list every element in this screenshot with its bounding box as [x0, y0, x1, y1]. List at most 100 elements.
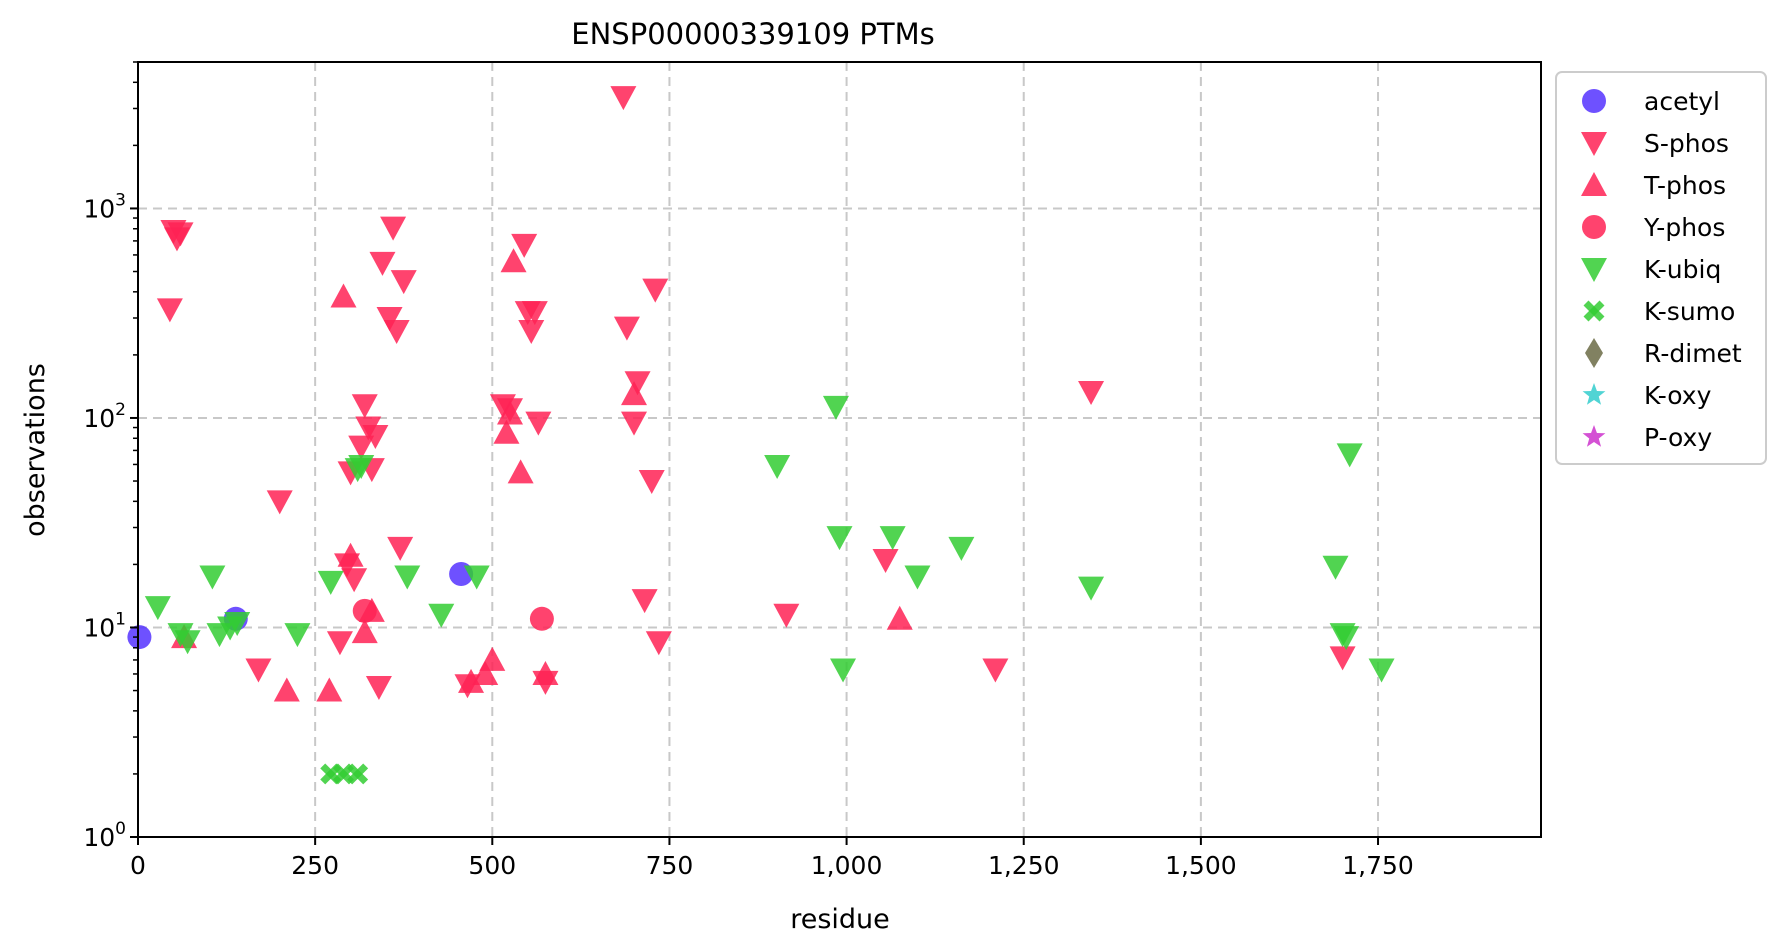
x-axis: 0 250 500 750 1,000 1,250 1,500 1,750	[130, 837, 1414, 880]
y-axis-label: observations	[20, 363, 51, 537]
point-k-ubiq	[1368, 658, 1395, 683]
point-s-phos	[362, 425, 389, 450]
legend-label-p-oxy: P-oxy	[1644, 423, 1712, 452]
point-t-phos	[621, 381, 648, 406]
point-s-phos	[773, 603, 800, 628]
point-k-ubiq	[1336, 443, 1363, 468]
point-s-phos	[245, 658, 272, 683]
x-tick-label: 1,000	[811, 851, 883, 880]
point-s-phos	[390, 270, 417, 295]
point-s-phos	[624, 371, 651, 396]
point-k-ubiq	[394, 565, 421, 590]
legend-marker-p-oxy	[1582, 425, 1606, 447]
point-s-phos	[156, 298, 183, 323]
point-t-phos	[479, 646, 506, 671]
point-s-phos	[610, 86, 637, 111]
x-tick-label: 250	[291, 851, 339, 880]
legend-label-r-dimet: R-dimet	[1644, 339, 1742, 368]
point-s-phos	[376, 306, 403, 331]
point-t-phos	[273, 677, 300, 702]
point-s-phos	[383, 320, 410, 345]
x-tick-label: 1,250	[988, 851, 1060, 880]
legend-marker-k-sumo	[1583, 300, 1605, 322]
x-tick-label: 1,500	[1165, 851, 1237, 880]
point-k-ubiq	[948, 536, 975, 561]
point-s-phos	[326, 631, 353, 656]
point-k-ubiq	[1333, 626, 1360, 651]
point-t-phos	[493, 419, 520, 444]
legend-marker-k-ubiq	[1581, 258, 1607, 282]
point-s-phos	[521, 301, 548, 326]
point-t-phos	[507, 459, 534, 484]
point-s-phos	[348, 435, 375, 460]
point-y-phos	[529, 606, 554, 631]
plot-frame	[137, 61, 1542, 838]
point-k-ubiq	[830, 658, 857, 683]
point-s-phos	[341, 568, 368, 593]
point-t-phos	[497, 400, 524, 425]
point-t-phos	[886, 605, 913, 630]
legend-label-k-sumo: K-sumo	[1644, 297, 1735, 326]
point-t-phos	[500, 248, 527, 273]
point-t-phos	[458, 668, 485, 693]
point-k-ubiq	[826, 526, 853, 551]
point-s-phos	[621, 411, 648, 436]
point-acetyl	[127, 625, 152, 650]
point-s-phos	[642, 278, 669, 303]
legend-label-k-oxy: K-oxy	[1644, 381, 1712, 410]
y-tick-label: 103	[83, 190, 126, 223]
point-k-sumo	[347, 763, 369, 785]
chart-title: ENSP00000339109 PTMs	[571, 17, 934, 51]
point-k-ubiq	[822, 395, 849, 420]
point-s-phos	[638, 470, 665, 495]
x-axis-label: residue	[790, 904, 890, 935]
point-s-phos	[387, 536, 414, 561]
point-s-phos	[872, 548, 899, 573]
point-k-ubiq	[348, 454, 375, 479]
point-s-phos	[613, 316, 640, 341]
point-k-ubiq	[879, 526, 906, 551]
legend-marker-s-phos	[1581, 132, 1607, 156]
point-s-phos	[365, 675, 392, 700]
legend-label-t-phos: T-phos	[1643, 171, 1726, 200]
x-tick-label: 500	[468, 851, 516, 880]
point-k-ubiq	[904, 565, 931, 590]
point-t-phos	[351, 619, 378, 644]
point-s-phos	[1329, 646, 1356, 671]
point-k-ubiq	[284, 623, 311, 648]
point-s-phos	[351, 394, 378, 419]
y-tick-label: 101	[83, 609, 126, 642]
point-s-phos	[266, 490, 293, 515]
point-s-phos	[982, 658, 1009, 683]
point-t-phos	[472, 660, 499, 685]
point-k-ubiq	[224, 612, 251, 637]
point-s-phos	[518, 320, 545, 345]
point-s-phos	[645, 631, 672, 656]
point-k-ubiq	[174, 630, 201, 655]
legend-marker-y-phos	[1582, 215, 1606, 239]
x-tick-label: 0	[130, 851, 146, 880]
point-k-ubiq	[317, 570, 344, 595]
point-t-phos	[316, 677, 343, 702]
legend-marker-k-oxy	[1582, 383, 1606, 405]
x-tick-label: 1,750	[1342, 851, 1414, 880]
point-s-phos	[525, 411, 552, 436]
legend: acetyl S-phos T-phos Y-phos K-ubiq K-sumo R-di…	[1555, 71, 1767, 465]
y-axis: 100 101 102 103	[83, 61, 138, 852]
point-t-phos	[330, 283, 357, 308]
point-k-ubiq	[144, 596, 171, 621]
point-s-phos	[511, 233, 538, 258]
legend-marker-t-phos	[1581, 172, 1607, 196]
point-s-phos	[1078, 381, 1105, 406]
data-points	[127, 86, 1395, 785]
legend-label-acetyl: acetyl	[1644, 87, 1720, 116]
point-s-phos	[167, 222, 194, 247]
legend-label-y-phos: Y-phos	[1643, 213, 1725, 242]
y-tick-label: 102	[83, 400, 126, 433]
point-k-ubiq	[1078, 576, 1105, 601]
legend-label-s-phos: S-phos	[1644, 129, 1729, 158]
legend-marker-acetyl	[1582, 89, 1606, 113]
point-y-phos	[352, 598, 377, 623]
point-s-phos	[631, 589, 658, 614]
